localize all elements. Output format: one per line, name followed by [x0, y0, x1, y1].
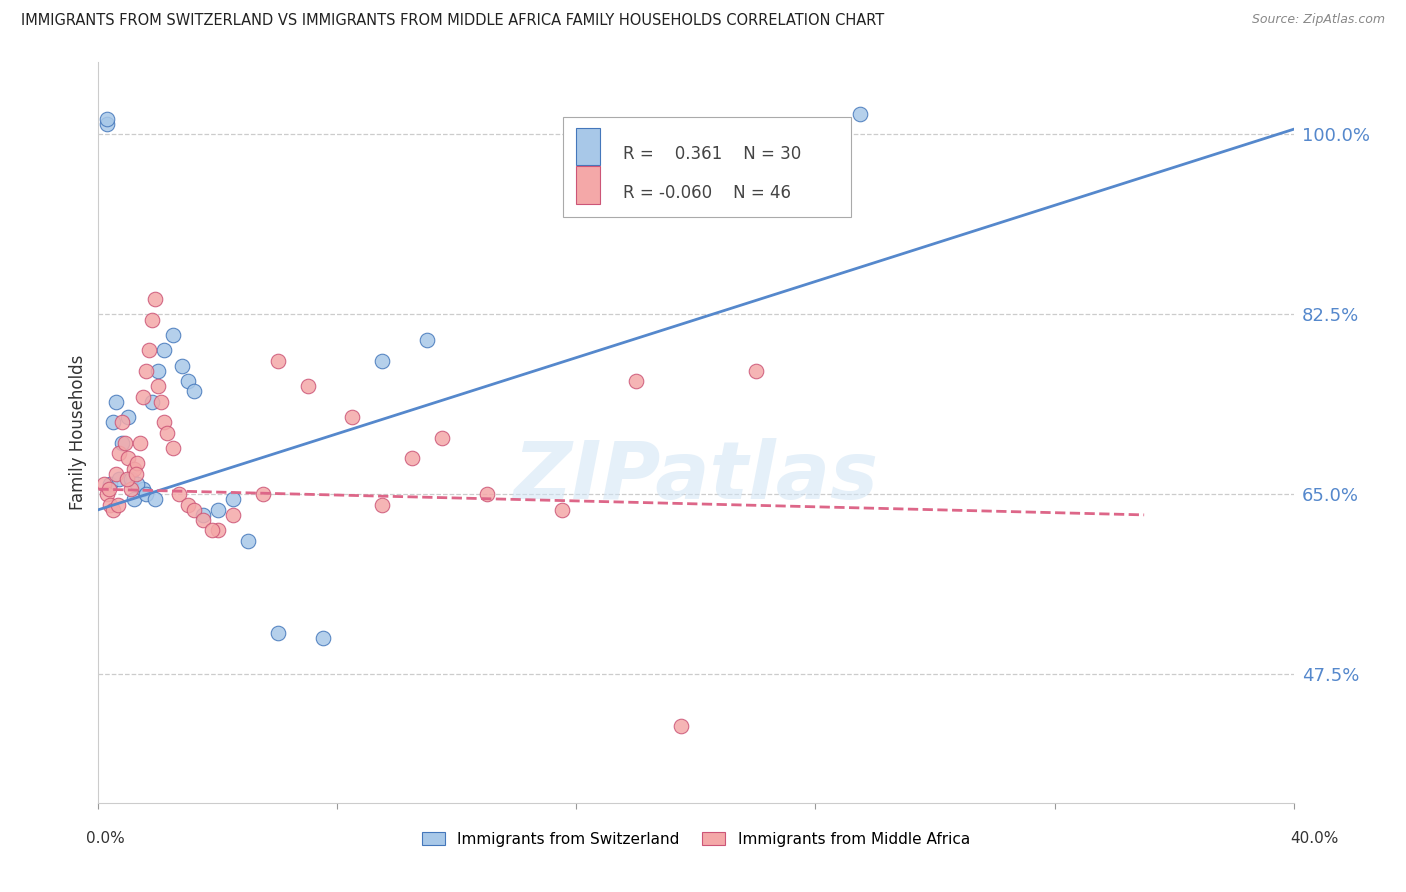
- Point: [143, 292, 166, 306]
- Point: [127, 477, 149, 491]
- Point: [111, 415, 134, 429]
- Point: [105, 467, 128, 481]
- Point: [141, 394, 163, 409]
- Point: [111, 436, 134, 450]
- Point: [430, 431, 453, 445]
- Point: [107, 498, 129, 512]
- Point: [93, 477, 115, 491]
- Point: [132, 482, 155, 496]
- Point: [114, 436, 136, 450]
- Point: [311, 632, 333, 646]
- Point: [98, 477, 122, 491]
- Point: [120, 472, 142, 486]
- Legend: Immigrants from Switzerland, Immigrants from Middle Africa: Immigrants from Switzerland, Immigrants …: [415, 824, 977, 855]
- Y-axis label: Family Households: Family Households: [69, 355, 87, 510]
- Point: [96, 487, 118, 501]
- Point: [135, 487, 157, 501]
- Text: 0.0%: 0.0%: [86, 831, 125, 846]
- Point: [127, 457, 149, 471]
- Point: [222, 508, 245, 522]
- Point: [626, 374, 648, 388]
- Point: [849, 107, 872, 121]
- Point: [172, 359, 194, 373]
- Point: [371, 353, 394, 368]
- Point: [103, 502, 125, 516]
- Point: [267, 626, 290, 640]
- Point: [115, 472, 138, 486]
- Point: [342, 410, 364, 425]
- Point: [191, 513, 214, 527]
- Point: [132, 390, 155, 404]
- Point: [108, 446, 131, 460]
- Point: [167, 487, 190, 501]
- Point: [135, 364, 157, 378]
- Point: [129, 436, 152, 450]
- Text: ZIPatlas: ZIPatlas: [513, 438, 879, 516]
- Point: [252, 487, 274, 501]
- Point: [207, 502, 229, 516]
- Point: [745, 364, 768, 378]
- Point: [401, 451, 423, 466]
- Text: R =    0.361    N = 30: R = 0.361 N = 30: [623, 145, 801, 163]
- Point: [162, 441, 184, 455]
- Point: [103, 415, 125, 429]
- Point: [207, 524, 229, 538]
- Point: [125, 467, 148, 481]
- Point: [150, 394, 173, 409]
- Point: [267, 353, 290, 368]
- Point: [143, 492, 166, 507]
- Point: [475, 487, 498, 501]
- Point: [96, 112, 118, 126]
- Point: [96, 117, 118, 131]
- Point: [236, 533, 259, 548]
- Point: [153, 343, 176, 358]
- Point: [177, 498, 200, 512]
- Point: [297, 379, 319, 393]
- Point: [138, 343, 160, 358]
- Point: [191, 508, 214, 522]
- Point: [97, 482, 120, 496]
- Point: [416, 333, 439, 347]
- Point: [183, 502, 205, 516]
- Point: [148, 364, 170, 378]
- Point: [108, 472, 131, 486]
- Point: [120, 482, 142, 496]
- Point: [177, 374, 200, 388]
- Point: [222, 492, 245, 507]
- Point: [98, 498, 122, 512]
- Point: [669, 719, 692, 733]
- Text: Source: ZipAtlas.com: Source: ZipAtlas.com: [1251, 13, 1385, 27]
- Point: [105, 394, 128, 409]
- Point: [183, 384, 205, 399]
- Point: [117, 451, 139, 466]
- Point: [141, 312, 163, 326]
- Text: 40.0%: 40.0%: [1291, 831, 1339, 846]
- Text: IMMIGRANTS FROM SWITZERLAND VS IMMIGRANTS FROM MIDDLE AFRICA FAMILY HOUSEHOLDS C: IMMIGRANTS FROM SWITZERLAND VS IMMIGRANT…: [21, 13, 884, 29]
- Point: [162, 327, 184, 342]
- Point: [124, 461, 146, 475]
- Point: [148, 379, 170, 393]
- Point: [117, 410, 139, 425]
- Point: [371, 498, 394, 512]
- Point: [153, 415, 176, 429]
- Point: [124, 492, 146, 507]
- Text: R = -0.060    N = 46: R = -0.060 N = 46: [623, 184, 790, 202]
- Point: [201, 524, 224, 538]
- Point: [550, 502, 572, 516]
- Point: [156, 425, 179, 440]
